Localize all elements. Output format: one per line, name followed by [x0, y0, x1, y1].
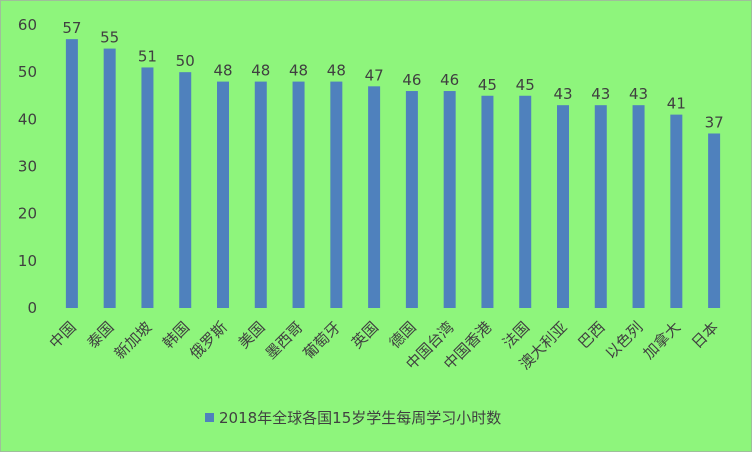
bar — [443, 91, 456, 309]
bar — [670, 114, 683, 308]
category-label: 日本 — [688, 318, 722, 352]
y-tick-label: 40 — [18, 110, 37, 128]
bar — [708, 133, 721, 308]
y-axis: 0 10 20 30 40 50 60 — [18, 16, 37, 317]
bar — [217, 81, 229, 308]
bar — [292, 81, 305, 308]
data-label: 43 — [591, 85, 610, 103]
bar — [254, 81, 267, 308]
y-tick-label: 0 — [27, 299, 37, 317]
data-label: 43 — [629, 85, 648, 103]
bars — [65, 39, 721, 309]
data-label: 46 — [440, 71, 459, 89]
data-label: 57 — [62, 19, 81, 37]
y-tick-label: 10 — [18, 252, 37, 270]
data-label: 48 — [289, 62, 308, 80]
category-label: 英国 — [348, 318, 382, 352]
legend: 2018年全球各国15岁学生每周学习小时数 — [205, 409, 501, 427]
bar — [330, 81, 343, 308]
category-label: 中国 — [46, 318, 80, 352]
data-label: 41 — [667, 95, 686, 113]
legend-label: 2018年全球各国15岁学生每周学习小时数 — [219, 409, 501, 427]
bar — [141, 67, 154, 308]
data-label: 51 — [138, 47, 157, 65]
bar — [65, 39, 78, 309]
data-label: 43 — [553, 85, 572, 103]
data-label: 45 — [516, 76, 535, 94]
category-label: 葡萄牙 — [300, 318, 345, 363]
bar — [557, 105, 569, 308]
data-label: 48 — [251, 62, 270, 80]
data-label: 46 — [402, 71, 421, 89]
y-tick-label: 20 — [18, 205, 37, 223]
data-label: 48 — [213, 62, 232, 80]
bar — [368, 86, 381, 308]
data-labels: 57 55 51 50 48 48 48 48 47 46 46 45 45 43 43 43 41 37 — [62, 19, 723, 131]
data-label: 47 — [365, 66, 384, 84]
category-label: 俄罗斯 — [186, 318, 231, 363]
data-label: 45 — [478, 76, 497, 94]
y-tick-label: 50 — [18, 63, 37, 81]
data-label: 37 — [705, 113, 724, 131]
bar — [519, 95, 532, 308]
bar — [632, 105, 645, 308]
bar — [179, 72, 192, 309]
category-label: 新加坡 — [111, 318, 156, 363]
category-label: 以色列 — [602, 318, 647, 363]
y-tick-label: 30 — [18, 158, 37, 176]
bar — [594, 105, 607, 308]
bar — [481, 95, 494, 308]
category-label: 墨西哥 — [262, 318, 307, 363]
data-label: 50 — [176, 52, 195, 70]
data-label: 55 — [100, 29, 119, 47]
legend-swatch — [205, 413, 214, 422]
data-label: 48 — [327, 62, 346, 80]
bar — [103, 48, 116, 308]
y-tick-label: 60 — [18, 16, 37, 34]
bar — [405, 91, 418, 309]
category-label: 加拿大 — [640, 318, 685, 363]
